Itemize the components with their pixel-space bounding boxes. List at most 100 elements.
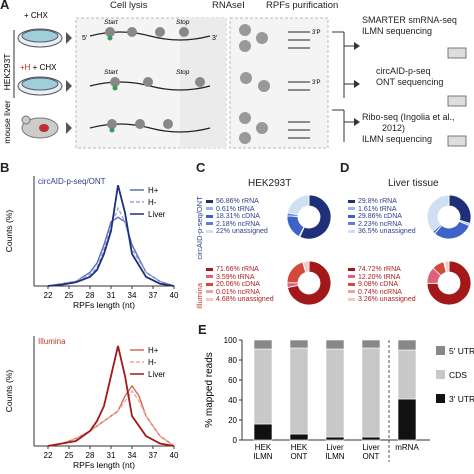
legend-swatch [348, 230, 355, 234]
legend-text: 74.72% rRNA [358, 266, 401, 273]
mouse-icon [21, 115, 59, 139]
bar-segment-3utr [361, 436, 381, 441]
legend-swatch [348, 222, 355, 226]
method-circaid: circAID-p-seq ONT sequencing [376, 66, 443, 88]
five-prime-1: 5' [82, 35, 87, 42]
x-tick-label-b1: 34 [128, 291, 137, 300]
legend-text: 4.68% unassigned [216, 296, 274, 304]
method-riboseq-line3: ILMN sequencing [362, 134, 433, 144]
legend-item: 9.08% cDNA [348, 281, 416, 289]
header-rnase: RNAseI [212, 0, 245, 11]
panel-a-label: A [0, 0, 10, 12]
y-tick-label-e: 80 [228, 356, 237, 365]
x-tick-label-b2: 28 [86, 451, 95, 460]
bar-segment-cds [397, 349, 417, 400]
legend-label-e: 5' UTR [449, 346, 474, 356]
x-tick-label-b1: 40 [170, 291, 179, 300]
panel-d-label: D [340, 160, 350, 175]
legend-item: 2.18% ncRNA [206, 221, 268, 229]
side-label-hek: HEK293T [2, 54, 12, 91]
legend-item: 18.31% cDNA [206, 213, 268, 221]
legend-swatch [206, 214, 213, 218]
x-tick-label-b2: 31 [107, 451, 116, 460]
legend-text: 0.74% ncRNA [358, 288, 402, 296]
legend-item: 3.26% unassigned [348, 296, 416, 304]
x-tick-label-b2: 37 [149, 451, 158, 460]
legend-label-e: CDS [449, 370, 467, 380]
y-tick-label-e: 40 [228, 396, 237, 405]
sample-label-h-chx: +H + CHX [20, 63, 57, 72]
legend-item: 2.23% ncRNA [348, 221, 416, 229]
x-tick-label-b2: 34 [128, 451, 137, 460]
legend-text: 71.66% rRNA [216, 266, 259, 273]
threep-label-1: 3'P [312, 30, 320, 36]
legend-swatch [348, 282, 355, 286]
y-tick-label-e: 100 [224, 336, 238, 345]
legend-swatch [206, 282, 213, 286]
panel-e-label: E [198, 322, 207, 337]
panel-b-label: B [0, 160, 10, 175]
side-label-ont: circAID-p-seq/ONT [195, 196, 204, 260]
bar-label-line2: ILMN [253, 452, 272, 461]
side-label-liver: mouse liver [2, 100, 12, 144]
y-tick-label-e: 60 [228, 376, 237, 385]
legend-swatch [206, 207, 213, 211]
rpf-fragments [239, 24, 310, 144]
sequencer-icon-1 [447, 47, 467, 59]
legend-swatch [206, 199, 213, 203]
bar-segment-5utr [325, 339, 345, 350]
legend-c-bottom: 71.66% rRNA 3.59% tRNA 20.06% cDNA 0.01% nc… [206, 266, 274, 304]
legend-label-b1: H+ [148, 186, 159, 195]
legend-text: 18.31% cDNA [216, 213, 260, 221]
x-tick-label-b1: 28 [86, 291, 95, 300]
bar-segment-cds [361, 347, 381, 438]
x-tick-label-b2: 22 [44, 451, 53, 460]
x-axis-label-b1: RPFs length (nt) [73, 300, 135, 310]
legend-item: 1.61% tRNA [348, 206, 416, 214]
legend-swatch [206, 267, 213, 271]
method-smarter-line2: ILMN sequencing [362, 26, 433, 36]
legend-text: 36.5% unassigned [358, 228, 416, 236]
legend-text: 0.01% ncRNA [216, 288, 260, 296]
series-line-h-b1 [47, 206, 175, 287]
legend-text: 22% unassigned [216, 228, 268, 236]
threep-label-2: 3'P [312, 80, 320, 86]
donut-hek-illumina [286, 260, 332, 306]
legend-item: 20.06% cDNA [206, 281, 274, 289]
chart-title-b1: circAID-p-seq/ONT [38, 177, 106, 186]
legend-item: 36.5% unassigned [348, 228, 416, 236]
legend-item: 0.01% ncRNA [206, 289, 274, 297]
legend-swatch-e [436, 346, 445, 355]
mrna-row-1 [89, 27, 211, 41]
legend-swatch [206, 298, 213, 302]
stop-label-2: Stop [176, 69, 190, 76]
method-circaid-line2: ONT sequencing [376, 77, 444, 87]
mrna-row-2 [89, 77, 211, 91]
legend-item: 4.68% unassigned [206, 296, 274, 304]
method-smarter: SMARTER smRNA-seq ILMN sequencing [362, 15, 457, 37]
series-line-liver-b1 [47, 184, 175, 287]
legend-label-b2: Liver [148, 370, 166, 379]
legend-label-b1: Liver [148, 210, 166, 219]
legend-item: 22% unassigned [206, 228, 268, 236]
legend-swatch-e [436, 394, 445, 403]
x-tick-label-b1: 37 [149, 291, 158, 300]
y-tick-label-e: 0 [233, 436, 238, 445]
header-cell-lysis: Cell lysis [110, 0, 148, 11]
x-tick-label-b1: 25 [65, 291, 74, 300]
legend-d-bottom: 74.72% rRNA 12.20% tRNA 9.08% cDNA 0.74% nc… [348, 266, 416, 304]
bar-segment-5utr [289, 339, 309, 349]
legend-item: 0.61% tRNA [206, 206, 268, 214]
legend-text: 29.8% rRNA [358, 198, 397, 205]
legend-item: 56.86% rRNA [206, 198, 268, 206]
bar-segment-cds [325, 348, 345, 438]
side-label-illumina: Illumina [195, 282, 204, 309]
start-label-2: Start [104, 69, 119, 76]
panel-c-title: HEK293T [248, 178, 292, 189]
donut-slice [287, 260, 332, 306]
legend-swatch [348, 207, 355, 211]
legend-item: 12.20% tRNA [348, 274, 416, 282]
legend-text: 2.18% ncRNA [216, 220, 260, 228]
legend-text: 3.26% unassigned [358, 296, 416, 304]
three-prime-1: 3' [212, 35, 217, 42]
